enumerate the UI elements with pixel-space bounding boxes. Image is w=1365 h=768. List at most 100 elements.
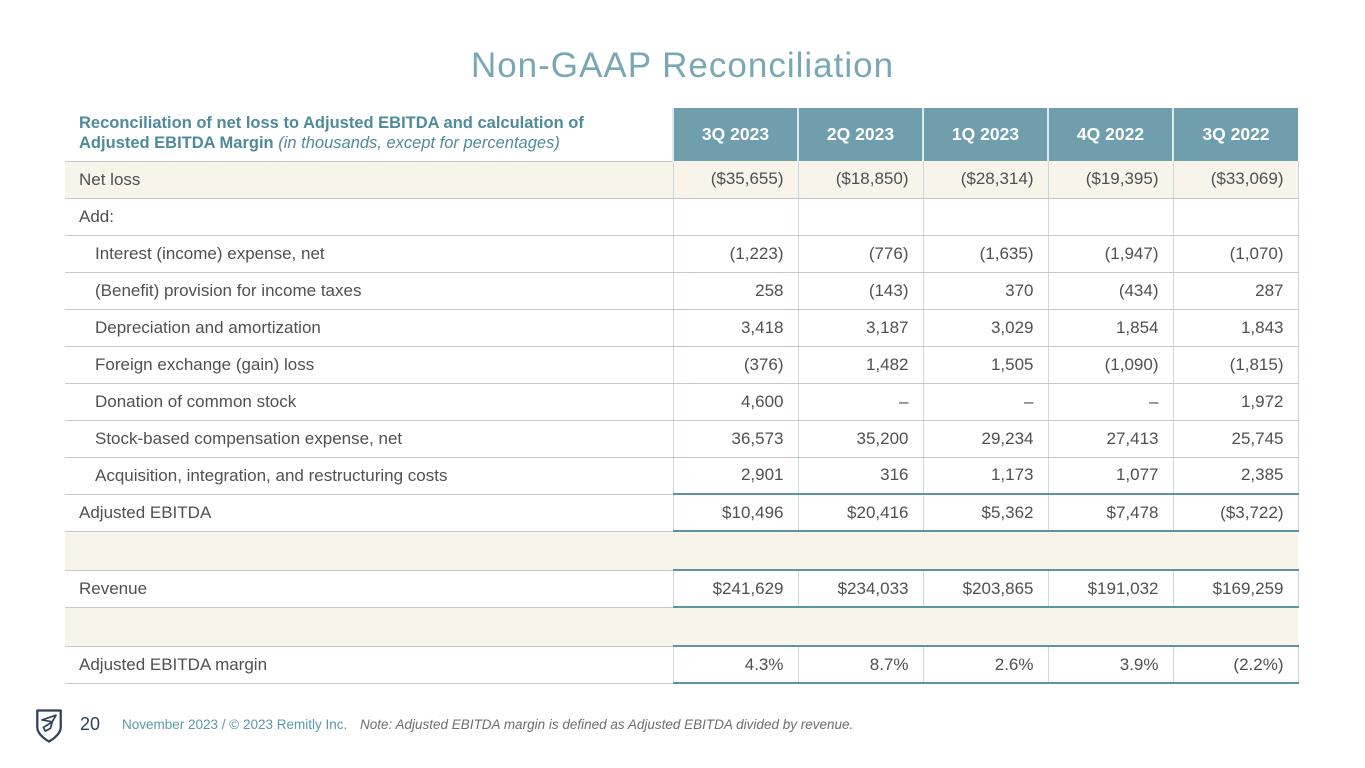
- cell-value: 2,385: [1172, 457, 1299, 495]
- cell-value: –: [1047, 383, 1173, 421]
- cell-value: ($28,314): [922, 161, 1048, 199]
- cell-value: 2,901: [672, 457, 798, 495]
- table-row: Stock-based compensation expense, net 36,…: [65, 420, 1299, 458]
- cell-value: $203,865: [922, 569, 1048, 608]
- table-row: Revenue $241,629 $234,033 $203,865 $191,032 $…: [65, 569, 1299, 608]
- column-header-4q2022: 4Q 2022: [1047, 108, 1173, 161]
- cell-value: 35,200: [797, 420, 923, 458]
- cell-value: $234,033: [797, 569, 923, 608]
- cell-value: $10,496: [672, 493, 798, 532]
- footer-copyright: November 2023 / © 2023 Remitly Inc.: [122, 717, 348, 732]
- cell-value: 4.3%: [672, 645, 798, 684]
- cell-value: [797, 198, 923, 236]
- table-row: Donation of common stock 4,600– – –1,972: [65, 383, 1299, 421]
- cell-value: (434): [1047, 272, 1173, 310]
- cell-value: (1,223): [672, 235, 798, 273]
- row-label: Add:: [65, 198, 673, 236]
- cell-value: 27,413: [1047, 420, 1173, 458]
- table-row: Foreign exchange (gain) loss (376) 1,482 1,…: [65, 346, 1299, 384]
- row-label: Adjusted EBITDA: [65, 493, 673, 532]
- table-row: Acquisition, integration, and restructur…: [65, 457, 1299, 495]
- cell-value: 1,972: [1172, 383, 1299, 421]
- table-row: Interest (income) expense, net (1,223) (77…: [65, 235, 1299, 273]
- row-label: Interest (income) expense, net: [65, 235, 673, 273]
- row-label: Depreciation and amortization: [65, 309, 673, 347]
- cell-value: 1,482: [797, 346, 923, 384]
- cell-value: (143): [797, 272, 923, 310]
- cell-value: ($18,850): [797, 161, 923, 199]
- footer-note: Note: Adjusted EBITDA margin is defined …: [360, 717, 854, 732]
- cell-value: –: [922, 383, 1048, 421]
- cell-value: 316: [797, 457, 923, 495]
- cell-value: 3,029: [922, 309, 1048, 347]
- row-label: Donation of common stock: [65, 383, 673, 421]
- column-header-3q2022: 3Q 2022: [1172, 108, 1298, 161]
- cell-value: ($19,395): [1047, 161, 1173, 199]
- table-description-bold: Reconciliation of net loss to Adjusted E…: [79, 113, 584, 153]
- row-label: Net loss: [65, 161, 673, 199]
- cell-value: 3,187: [797, 309, 923, 347]
- cell-value: $7,478: [1047, 493, 1173, 532]
- cell-value: [1047, 198, 1173, 236]
- column-header-1q2023: 1Q 2023: [922, 108, 1048, 161]
- cell-value: 36,573: [672, 420, 798, 458]
- cell-value: [672, 198, 798, 236]
- cell-value: ($33,069): [1172, 161, 1299, 199]
- table-body: Net loss ($35,655) ($18,850) ($28,314) ($19,…: [65, 161, 1299, 684]
- row-label: Acquisition, integration, and restructur…: [65, 457, 673, 495]
- table-description-units: (in thousands, except for percentages): [278, 134, 560, 153]
- cell-value: 8.7%: [797, 645, 923, 684]
- cell-value: $191,032: [1047, 569, 1173, 608]
- cell-value: $5,362: [922, 493, 1048, 532]
- header-row: Reconciliation of net loss to Adjusted E…: [65, 108, 1298, 162]
- cell-value: 287: [1172, 272, 1299, 310]
- cell-value: (1,090): [1047, 346, 1173, 384]
- cell-value: 258: [672, 272, 798, 310]
- row-label: Adjusted EBITDA margin: [65, 645, 673, 684]
- row-label: Revenue: [65, 569, 673, 608]
- table-row: (Benefit) provision for income taxes 258(…: [65, 272, 1299, 310]
- cell-value: (1,070): [1172, 235, 1299, 273]
- cell-value: –: [797, 383, 923, 421]
- slide-footer: 20 November 2023 / © 2023 Remitly Inc. N…: [0, 704, 1365, 748]
- table-row: Adjusted EBITDA margin 4.3% 8.7% 2.6% 3.9% (2…: [65, 645, 1299, 684]
- cell-value: 1,077: [1047, 457, 1173, 495]
- table-header: Reconciliation of net loss to Adjusted E…: [65, 108, 1298, 162]
- cell-value: 29,234: [922, 420, 1048, 458]
- table-row: Add:: [65, 198, 1299, 236]
- row-label: Stock-based compensation expense, net: [65, 420, 673, 458]
- cell-value: ($35,655): [672, 161, 798, 199]
- cell-value: 3.9%: [1047, 645, 1173, 684]
- table-row: Adjusted EBITDA $10,496 $20,416 $5,362 $7,47…: [65, 493, 1299, 532]
- cell-value: (376): [672, 346, 798, 384]
- spacer-cell: [65, 607, 1298, 646]
- cell-value: 4,600: [672, 383, 798, 421]
- column-header-2q2023: 2Q 2023: [797, 108, 923, 161]
- page-title: Non-GAAP Reconciliation: [470, 46, 895, 85]
- cell-value: 370: [922, 272, 1048, 310]
- column-header-3q2023: 3Q 2023: [672, 108, 798, 161]
- cell-value: (776): [797, 235, 923, 273]
- row-label: Foreign exchange (gain) loss: [65, 346, 673, 384]
- cell-value: 1,173: [922, 457, 1048, 495]
- cell-value: (1,815): [1172, 346, 1299, 384]
- cell-value: 25,745: [1172, 420, 1299, 458]
- cell-value: $169,259: [1172, 569, 1299, 608]
- cell-value: 1,843: [1172, 309, 1299, 347]
- table-description: Reconciliation of net loss to Adjusted E…: [65, 108, 673, 162]
- cell-value: $20,416: [797, 493, 923, 532]
- cell-value: 1,854: [1047, 309, 1173, 347]
- cell-value: ($3,722): [1172, 493, 1299, 532]
- cell-value: [1172, 198, 1299, 236]
- cell-value: (1,947): [1047, 235, 1173, 273]
- cell-value: 2.6%: [922, 645, 1048, 684]
- cell-value: 3,418: [672, 309, 798, 347]
- cell-value: (2.2%): [1172, 645, 1299, 684]
- cell-value: (1,635): [922, 235, 1048, 273]
- spacer-row: [65, 607, 1298, 646]
- spacer-cell: [65, 531, 1298, 570]
- table-row: Net loss ($35,655) ($18,850) ($28,314) ($19,…: [65, 161, 1299, 199]
- cell-value: $241,629: [672, 569, 798, 608]
- cell-value: [922, 198, 1048, 236]
